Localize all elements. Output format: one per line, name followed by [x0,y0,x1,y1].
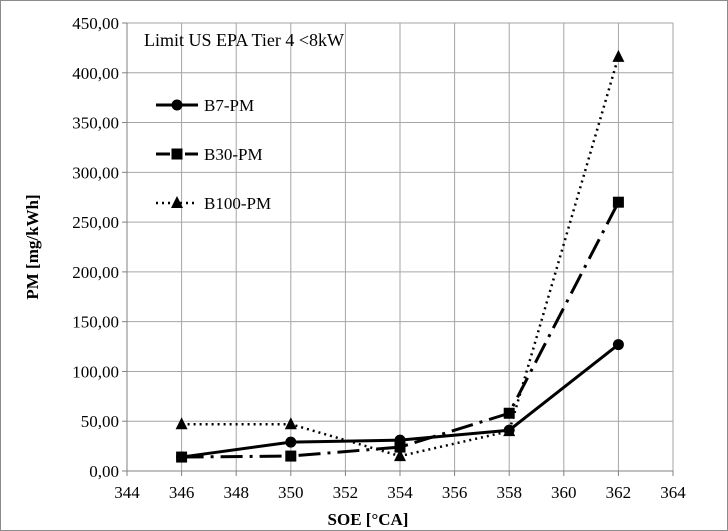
x-tick-label: 348 [223,483,249,502]
y-tick-label: 250,00 [72,213,119,232]
data-point [176,451,188,463]
legend-marker [171,148,183,160]
legend-item: B100-PM [156,194,271,213]
data-point [285,436,297,448]
legend-label: B7-PM [204,96,254,115]
data-point [612,339,624,351]
y-tick-label: 100,00 [72,362,119,381]
legend: B7-PM B30-PM B100-PM [156,96,271,213]
legend-marker [171,99,183,111]
data-point [612,196,624,208]
x-tick-label: 360 [551,483,577,502]
x-tick-label: 352 [333,483,359,502]
y-tick-label: 200,00 [72,263,119,282]
y-axis-title: PM [mg/kWh] [23,194,42,299]
y-tick-label: 300,00 [72,163,119,182]
x-tick-label: 362 [606,483,632,502]
y-tick-label: 350,00 [72,114,119,133]
y-tick-label: 450,00 [72,14,119,33]
y-tick-label: 150,00 [72,313,119,332]
legend-marker [171,196,183,208]
x-tick-label: 358 [496,483,522,502]
x-tick-label: 354 [387,483,413,502]
legend-item: B7-PM [156,96,254,115]
x-tick-label: 346 [169,483,195,502]
data-point [175,417,188,430]
y-tick-label: 0,00 [89,462,119,481]
data-point [285,450,297,462]
series-b100-pm [175,49,625,462]
data-point [503,407,515,419]
legend-item: B30-PM [156,145,263,164]
data-point [503,424,516,437]
y-tick-label: 400,00 [72,64,119,83]
data-point [394,449,406,462]
x-tick-label: 356 [442,483,468,502]
x-tick-label: 364 [660,483,686,502]
x-tick-label: 350 [278,483,304,502]
limit-annotation: Limit US EPA Tier 4 <8kW [144,30,344,50]
series-b30-pm [176,196,624,463]
data-point [612,49,625,62]
data-point [394,441,406,453]
legend-label: B30-PM [204,145,263,164]
x-tick-label: 344 [114,483,140,502]
x-axis-title: SOE [°CA] [328,510,409,529]
data-point [284,417,297,430]
y-tick-label: 50,00 [81,412,119,431]
legend-label: B100-PM [204,194,271,213]
